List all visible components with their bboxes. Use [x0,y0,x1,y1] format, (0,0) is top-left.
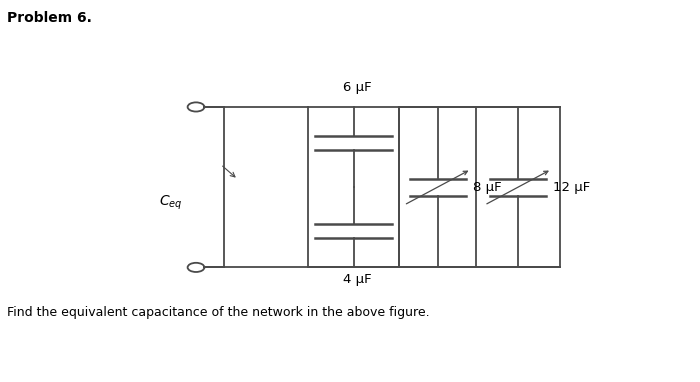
Text: $C_{eq}$: $C_{eq}$ [158,193,182,212]
Text: 12 μF: 12 μF [553,181,590,194]
Text: Problem 6.: Problem 6. [7,11,92,26]
Text: 6 μF: 6 μF [343,81,371,94]
Text: 8 μF: 8 μF [473,181,501,194]
Text: 4 μF: 4 μF [343,273,371,286]
Text: Find the equivalent capacitance of the network in the above figure.: Find the equivalent capacitance of the n… [7,306,430,319]
